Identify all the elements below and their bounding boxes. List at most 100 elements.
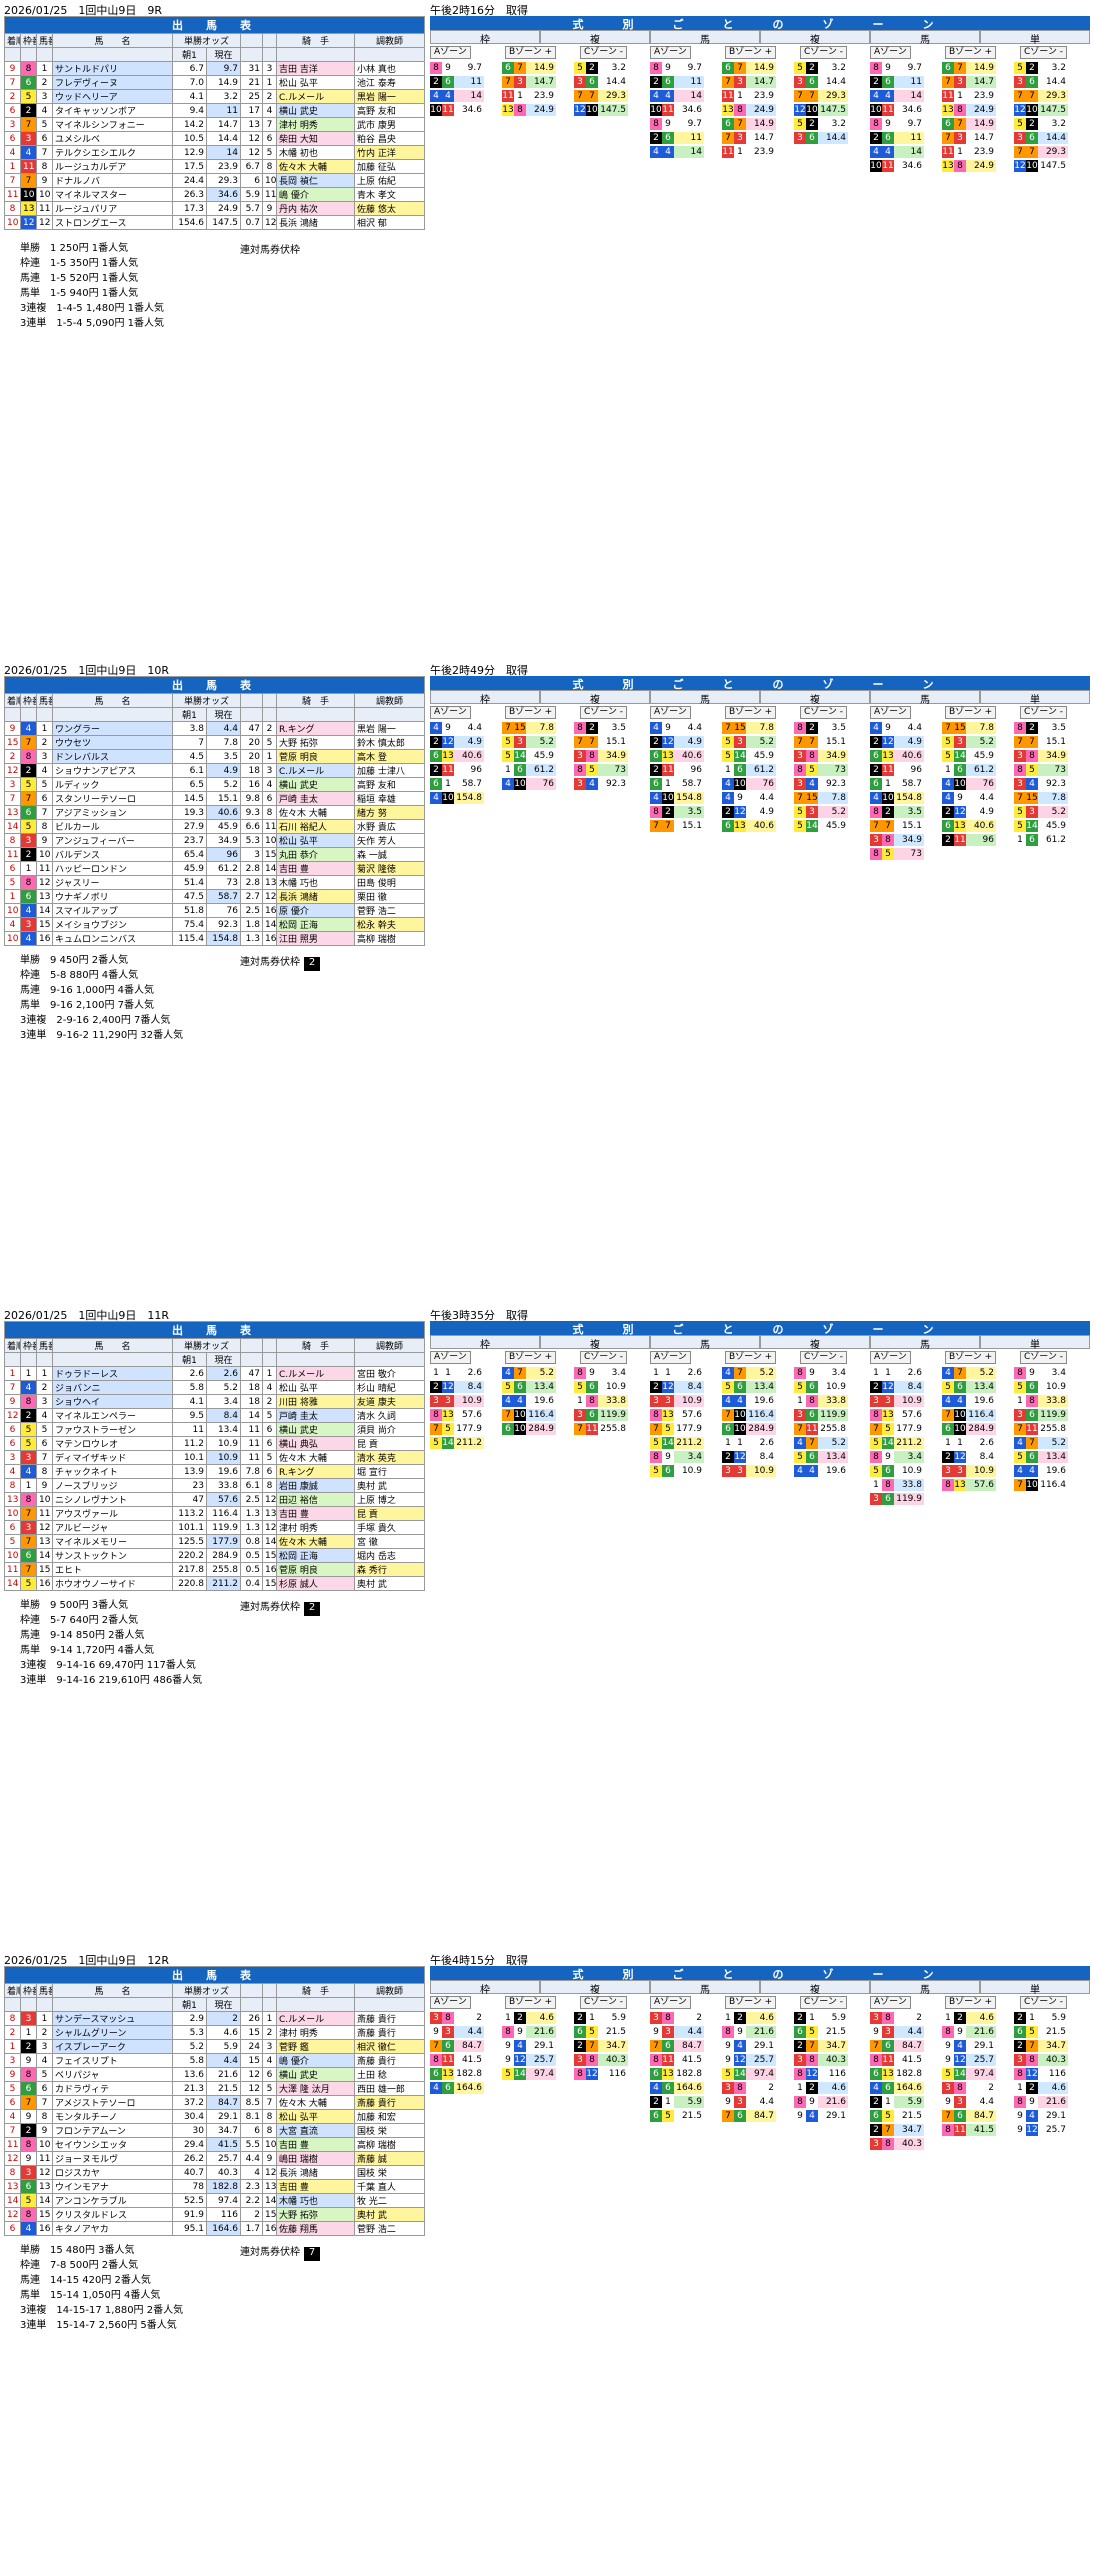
zone-cell[interactable]: 1 6 61.2: [942, 764, 996, 776]
zone-cell[interactable]: 3 8 40.3: [794, 2054, 848, 2066]
zone-cell[interactable]: 4 9 4.4: [870, 722, 924, 734]
zone-cell[interactable]: 7 10 116.4: [502, 1409, 556, 1421]
table-row[interactable]: 1 1 1 ドゥラドーレス 2.6 2.6 47 1 C.ルメール 宮田 敬介: [4, 1366, 425, 1381]
zone-cell[interactable]: 4 10 76: [502, 778, 556, 790]
zone-cell[interactable]: 2 7 34.7: [794, 2040, 848, 2052]
zone-cell[interactable]: 3 3 10.9: [722, 1465, 776, 1477]
zone-cell[interactable]: 4 4 19.6: [722, 1395, 776, 1407]
zone-tab[interactable]: Aゾーン: [650, 1996, 691, 2009]
zone-cell[interactable]: 2 12 8.4: [430, 1381, 484, 1393]
zone-cell[interactable]: 2 12 8.4: [870, 1381, 924, 1393]
zone-cell[interactable]: 7 15 7.8: [722, 722, 776, 734]
zone-cell[interactable]: 7 6 84.7: [650, 2040, 704, 2052]
zone-cell[interactable]: 2 7 34.7: [870, 2124, 924, 2136]
zone-cell[interactable]: 9 4 29.1: [502, 2040, 556, 2052]
zone-cell[interactable]: 7 6 84.7: [870, 2040, 924, 2052]
zone-cell[interactable]: 4 4 14: [870, 90, 924, 102]
zone-cell[interactable]: 8 9 9.7: [650, 62, 704, 74]
zone-cell[interactable]: 7 15 7.8: [942, 722, 996, 734]
table-row[interactable]: 5 7 13 マイネルメモリー 125.5 177.9 0.8 14 佐々木 大輔宮 徹: [4, 1534, 425, 1549]
zone-cell[interactable]: 4 4 14: [870, 146, 924, 158]
table-row[interactable]: 4 3 15 メイショウブジン 75.4 92.3 1.8 14 松岡 正海 松永 幹夫: [4, 917, 425, 932]
zone-cell[interactable]: 8 9 21.6: [1014, 2096, 1068, 2108]
zone-cell[interactable]: 7 3 14.7: [942, 132, 996, 144]
table-row[interactable]: 4 4 7 テルクシエシエルク 12.9 14 12 5 木幡 初也 竹内 正洋: [4, 145, 425, 160]
zone-cell[interactable]: 8 11 41.5: [942, 2124, 996, 2136]
zone-cell[interactable]: 1 2 4.6: [942, 2012, 996, 2024]
zone-tab[interactable]: Bゾーン +: [505, 1351, 557, 1364]
zone-cell[interactable]: 2 7 34.7: [1014, 2040, 1068, 2052]
zone-cell[interactable]: 9 4 29.1: [942, 2040, 996, 2052]
zone-cell[interactable]: 3 8 40.3: [1014, 2054, 1068, 2066]
table-row[interactable]: 5 8 12 ジャスリー 51.4 73 2.8 13 木幡 巧也 田島 俊明: [4, 875, 425, 890]
zone-cell[interactable]: 9 4 29.1: [1014, 2110, 1068, 2122]
zone-cell[interactable]: 6 1 58.7: [430, 778, 484, 790]
zone-cell[interactable]: 5 3 5.2: [794, 806, 848, 818]
zone-tab[interactable]: Aゾーン: [650, 1351, 691, 1364]
zone-cell[interactable]: 6 10 284.9: [942, 1423, 996, 1435]
zone-cell[interactable]: 4 4 19.6: [942, 1395, 996, 1407]
zone-cell[interactable]: 8 9 9.7: [430, 62, 484, 74]
zone-cell[interactable]: 5 2 3.2: [574, 62, 628, 74]
zone-cell[interactable]: 11 1 23.9: [942, 146, 994, 158]
zone-cell[interactable]: 5 14 97.4: [502, 2068, 556, 2080]
zone-cell[interactable]: 2 12 4.9: [942, 806, 996, 818]
zone-cell[interactable]: 7 3 14.7: [502, 76, 556, 88]
zone-cell[interactable]: 2 11 96: [430, 764, 484, 776]
zone-cell[interactable]: 9 4 29.1: [722, 2040, 776, 2052]
zone-tab[interactable]: Aゾーン: [430, 46, 471, 59]
table-row[interactable]: 6 2 4 タイキャッソンボア 9.4 11 17 4 横山 武史 高野 友和: [4, 103, 425, 118]
zone-cell[interactable]: 1 6 61.2: [722, 764, 776, 776]
zone-cell[interactable]: 7 6 84.7: [942, 2110, 996, 2122]
zone-cell[interactable]: 6 7 14.9: [942, 118, 996, 130]
zone-cell[interactable]: 8 9 3.4: [794, 1367, 848, 1379]
zone-cell[interactable]: 9 3 4.4: [942, 2096, 996, 2108]
zone-cell[interactable]: 7 10 116.4: [1014, 1479, 1068, 1491]
zone-cell[interactable]: 5 14 45.9: [722, 750, 776, 762]
zone-cell[interactable]: 2 12 4.9: [722, 806, 776, 818]
zone-cell[interactable]: 10 11 34.6: [430, 104, 482, 116]
zone-cell[interactable]: 6 5 21.5: [794, 2026, 848, 2038]
zone-cell[interactable]: 3 8 34.9: [574, 750, 628, 762]
zone-cell[interactable]: 8 12 116: [574, 2068, 628, 2080]
zone-cell[interactable]: 1 2 4.6: [502, 2012, 556, 2024]
zone-cell[interactable]: 5 2 3.2: [794, 62, 848, 74]
table-row[interactable]: 1 6 13 ウナギノボリ 47.5 58.7 2.7 12 長浜 鴻緒 栗田 徹: [4, 889, 425, 904]
zone-cell[interactable]: 4 4 19.6: [502, 1395, 556, 1407]
zone-cell[interactable]: 9 12 25.7: [942, 2054, 996, 2066]
zone-cell[interactable]: 7 3 14.7: [722, 132, 776, 144]
zone-cell[interactable]: 3 8 40.3: [870, 2138, 924, 2150]
zone-cell[interactable]: 1 6 61.2: [502, 764, 556, 776]
zone-cell[interactable]: 2 12 8.4: [650, 1381, 704, 1393]
zone-cell[interactable]: 5 6 10.9: [574, 1381, 628, 1393]
table-row[interactable]: 13 8 10 ニシノレヴナント 47 57.6 2.5 12 田辺 裕信 上原 博之: [4, 1492, 425, 1507]
zone-cell[interactable]: 8 9 3.4: [1014, 1367, 1068, 1379]
zone-cell[interactable]: 3 6 14.4: [574, 76, 628, 88]
table-row[interactable]: 9 8 5 ベリパジャ 13.6 21.6 12 6 横山 武史 土田 稔: [4, 2067, 425, 2082]
table-row[interactable]: 7 6 2 フレデヴィーヌ 7.0 14.9 21 1 松山 弘平 池江 泰寿: [4, 75, 425, 90]
zone-cell[interactable]: 4 6 164.6: [870, 2082, 924, 2094]
table-row[interactable]: 15 7 2 ウウセツ 7 7.8 20 5 大野 拓弥 鈴木 慎太郎: [4, 735, 425, 750]
zone-cell[interactable]: 4 7 5.2: [1014, 1437, 1068, 1449]
zone-cell[interactable]: 6 13 40.6: [430, 750, 484, 762]
zone-cell[interactable]: 2 1 5.9: [870, 2096, 924, 2108]
table-row[interactable]: 11 10 10 マイネルマスター 26.3 34.6 5.9 11 嶋 優介 青木 孝文: [4, 187, 425, 202]
zone-tab[interactable]: Bゾーン +: [945, 1351, 997, 1364]
table-row[interactable]: 8 3 1 サンデースマッシュ 2.9 2 26 1 C.ルメール 斎藤 貴行: [4, 2011, 425, 2026]
zone-cell[interactable]: 8 2 3.5: [574, 722, 628, 734]
zone-cell[interactable]: 2 12 8.4: [942, 1451, 996, 1463]
table-row[interactable]: 9 4 1 ワングラー 3.8 4.4 47 2 R.キング 黒岩 陽一: [4, 721, 425, 736]
zone-tab[interactable]: Aゾーン: [870, 706, 911, 719]
zone-cell[interactable]: 8 2 3.5: [650, 806, 704, 818]
zone-cell[interactable]: 5 3 5.2: [722, 736, 776, 748]
zone-cell[interactable]: 3 6 14.4: [794, 76, 848, 88]
zone-cell[interactable]: 8 12 116: [1014, 2068, 1068, 2080]
table-row[interactable]: 10 7 11 アウスヴァール 113.2 116.4 1.3 13 吉田 豊昆 貢: [4, 1506, 425, 1521]
zone-cell[interactable]: 9 3 4.4: [870, 2026, 924, 2038]
zone-cell[interactable]: 6 1 58.7: [870, 778, 924, 790]
zone-cell[interactable]: 4 9 4.4: [650, 722, 704, 734]
zone-cell[interactable]: 8 12 116: [794, 2068, 848, 2080]
zone-cell[interactable]: 1 1 2.6: [942, 1437, 996, 1449]
